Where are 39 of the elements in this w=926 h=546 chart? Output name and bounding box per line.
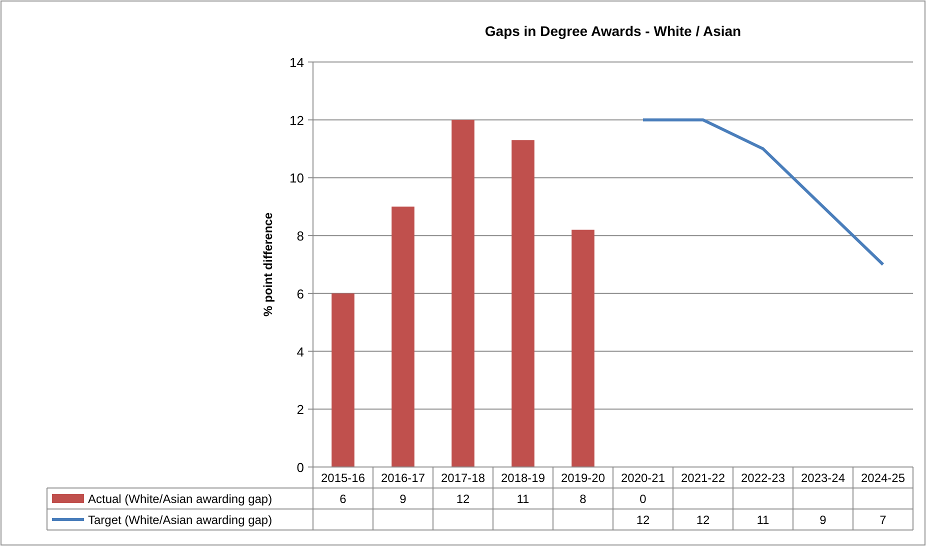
data-label: 0	[640, 492, 647, 506]
x-tick-label: 2022-23	[740, 471, 786, 485]
y-tick-label: 2	[296, 402, 304, 418]
x-tick-label: 2017-18	[440, 471, 486, 485]
data-label: 6	[340, 492, 347, 506]
x-tick-label: 2016-17	[380, 471, 426, 485]
data-label: 9	[400, 492, 407, 506]
chart-title: Gaps in Degree Awards - White / Asian	[484, 23, 742, 39]
data-label: 11	[756, 513, 770, 527]
bar	[392, 206, 414, 467]
data-label: 8	[580, 492, 587, 506]
x-tick-label: 2023-24	[800, 471, 846, 485]
y-tick-label: 6	[296, 286, 304, 302]
y-tick-label: 0	[296, 460, 304, 475]
data-label: 12	[696, 513, 710, 527]
x-tick-label: 2020-21	[620, 471, 666, 485]
data-label: 11	[516, 492, 530, 506]
line-series	[642, 118, 884, 266]
x-tick-label: 2018-19	[500, 471, 546, 485]
bar	[572, 230, 594, 467]
y-tick-label: 10	[290, 170, 304, 186]
legend-label: Actual (White/Asian awarding gap)	[88, 492, 272, 506]
data-label: 12	[456, 492, 470, 506]
legend-label: Target (White/Asian awarding gap)	[88, 513, 272, 527]
x-tick-label: 2021-22	[680, 471, 726, 485]
bar	[452, 120, 474, 467]
x-tick-label: 2019-20	[560, 471, 606, 485]
y-axis-title: % point difference	[261, 212, 275, 317]
data-label: 7	[880, 513, 887, 527]
y-tick-label: 14	[290, 55, 304, 70]
bar	[332, 293, 354, 467]
x-tick-label: 2015-16	[320, 471, 366, 485]
data-label: 12	[636, 513, 650, 527]
bar	[512, 140, 534, 467]
y-tick-label: 12	[290, 112, 304, 128]
x-tick-label: 2024-25	[860, 471, 906, 485]
data-label: 9	[820, 513, 827, 527]
y-tick-label: 8	[296, 228, 304, 244]
y-tick-label: 4	[296, 344, 304, 360]
